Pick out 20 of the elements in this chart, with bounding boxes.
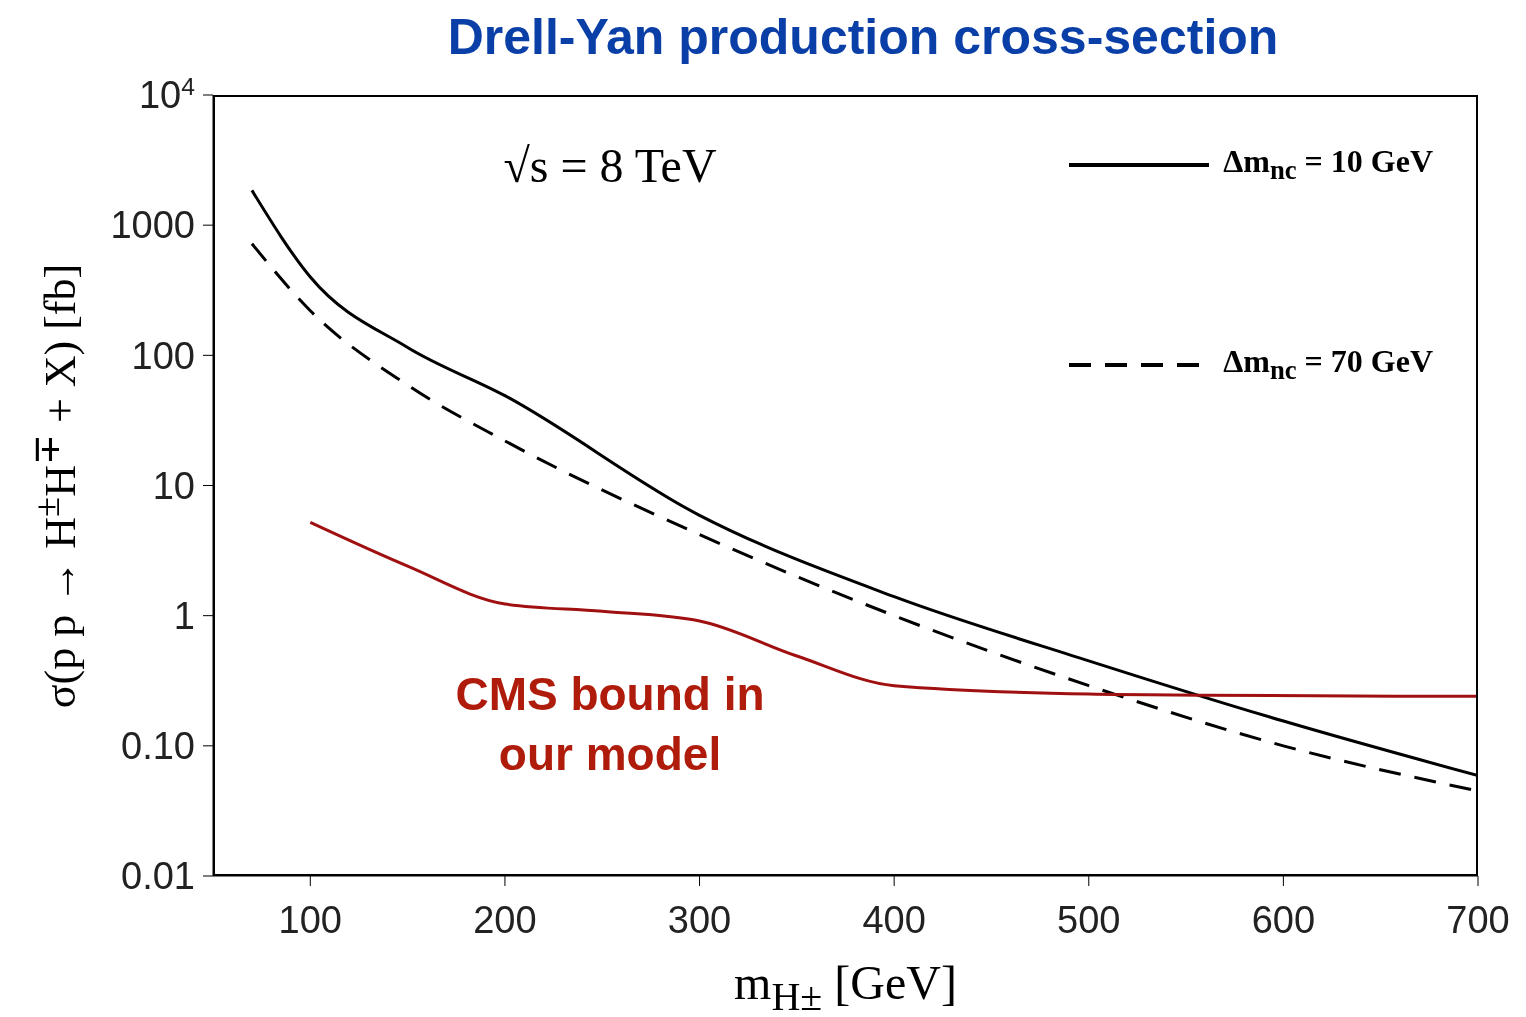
x-tick-label: 100 (278, 898, 343, 941)
y-tick-label: 10$^{4}$ (138, 72, 195, 117)
x-tick-label: 400 (862, 898, 926, 941)
y-tick-label: 10 (152, 464, 195, 507)
x-axis-title: m$_{H±}$ [GeV] (733, 955, 958, 1017)
y-tick-label: 1000 (110, 204, 195, 247)
x-tick-label: 200 (473, 898, 537, 941)
x-tick-label: 700 (1446, 898, 1510, 941)
x-tick-label: 600 (1251, 898, 1316, 941)
y-tick-label: 1 (173, 594, 195, 637)
y-tick-label: 0.01 (121, 855, 195, 898)
y-tick-label: 100 (131, 334, 195, 377)
annotation: CMS bound in our model (454, 667, 766, 782)
y-tick-label: 0.10 (121, 725, 195, 768)
annotation: √s = 8 TeV (502, 138, 718, 194)
x-tick-label: 300 (667, 898, 732, 941)
legend-label: Δm$_{nc}$ = 70 GeV (1223, 343, 1433, 387)
chart-title: Drell-Yan production cross-section (446, 8, 1280, 66)
x-tick-label: 500 (1057, 898, 1121, 941)
legend-label: Δm$_{nc}$ = 10 GeV (1223, 143, 1433, 187)
